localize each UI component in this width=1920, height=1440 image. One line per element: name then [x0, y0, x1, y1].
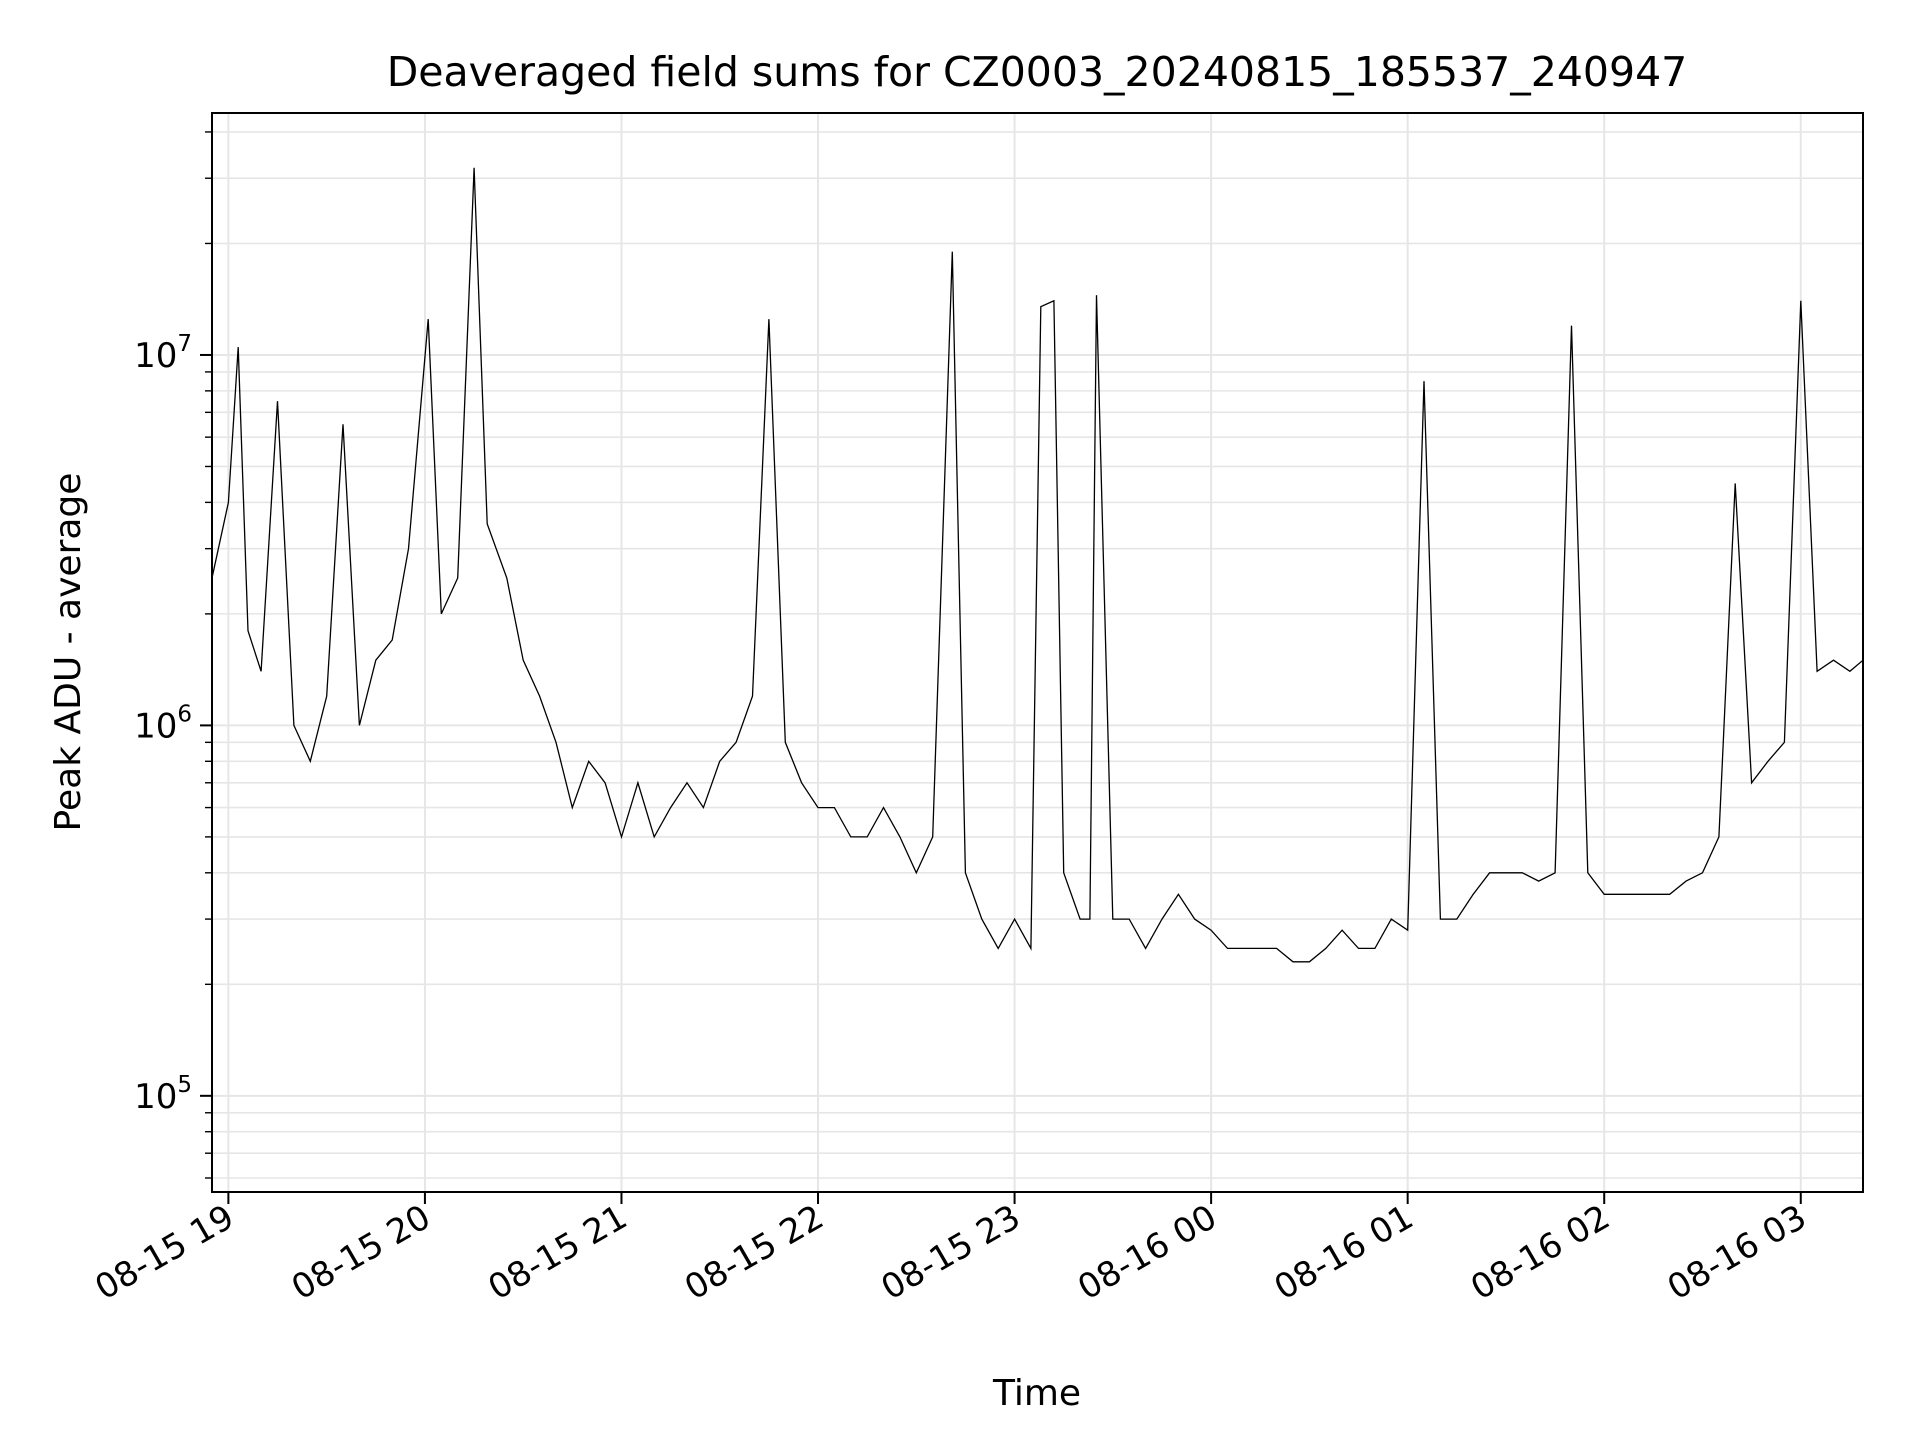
x-axis-label: Time [992, 1373, 1081, 1414]
plot-area [212, 167, 1863, 963]
chart-title: Deaveraged field sums for CZ0003_2024081… [387, 48, 1688, 96]
grid-lines [212, 113, 1863, 1192]
plot-frame [211, 112, 1864, 1193]
y-axis-label: Peak ADU - average [48, 473, 89, 832]
y-tick-label: 105 [134, 1072, 192, 1117]
y-axis: 105 106 107 [134, 131, 212, 1179]
series-line [212, 167, 1863, 963]
y-tick-label: 106 [134, 701, 192, 746]
y-tick-label: 107 [134, 331, 192, 376]
